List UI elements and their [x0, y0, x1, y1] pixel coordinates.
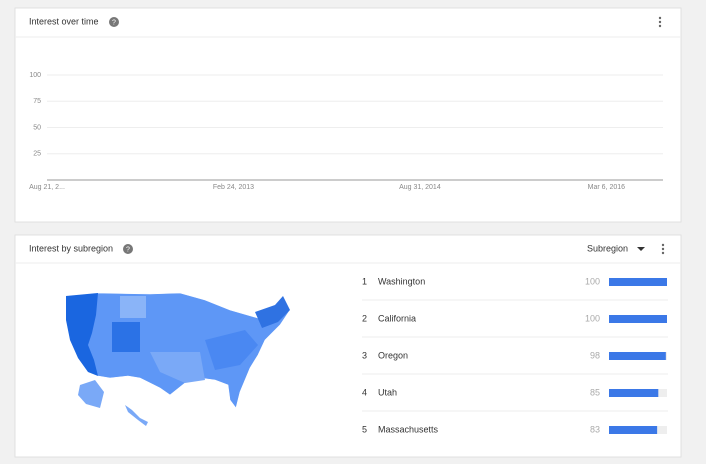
x-tick-label: Aug 21, 2...: [29, 184, 65, 191]
rank: 5: [362, 424, 367, 434]
rank: 4: [362, 387, 367, 397]
us-map: [65, 292, 291, 426]
value-label: 100: [585, 313, 600, 323]
bar: [609, 426, 658, 434]
x-tick-label: Mar 6, 2016: [588, 184, 625, 191]
card: [14, 7, 682, 223]
region-name: Oregon: [378, 350, 408, 360]
help-icon-glyph: ?: [126, 246, 130, 253]
menu-icon[interactable]: [661, 243, 665, 255]
bar: [609, 389, 659, 397]
y-tick-label: 25: [33, 151, 41, 158]
y-tick-label: 100: [29, 72, 41, 79]
region-name: California: [378, 313, 416, 323]
region-name: Washington: [378, 276, 425, 286]
help-icon[interactable]: [123, 244, 133, 254]
help-icon[interactable]: [109, 17, 119, 27]
rank: 2: [362, 313, 367, 323]
card-title: Interest over time: [29, 16, 99, 26]
value-label: 98: [590, 350, 600, 360]
value-label: 100: [585, 276, 600, 286]
x-tick-label: Feb 24, 2013: [213, 184, 254, 191]
bar: [609, 315, 667, 323]
region-name: Massachusetts: [378, 424, 439, 434]
y-tick-label: 50: [33, 124, 41, 131]
rank: 1: [362, 276, 367, 286]
region-name: Utah: [378, 387, 397, 397]
help-icon-glyph: ?: [112, 19, 116, 26]
menu-icon[interactable]: [658, 16, 662, 28]
card-title: Interest by subregion: [29, 243, 113, 253]
dropdown[interactable]: Subregion: [587, 243, 628, 253]
bar: [609, 278, 667, 286]
value-label: 85: [590, 387, 600, 397]
bar: [609, 352, 666, 360]
y-tick-label: 75: [33, 98, 41, 105]
rank: 3: [362, 350, 367, 360]
dropdown-arrow[interactable]: [637, 247, 645, 251]
x-tick-label: Aug 31, 2014: [399, 184, 441, 191]
value-label: 83: [590, 424, 600, 434]
